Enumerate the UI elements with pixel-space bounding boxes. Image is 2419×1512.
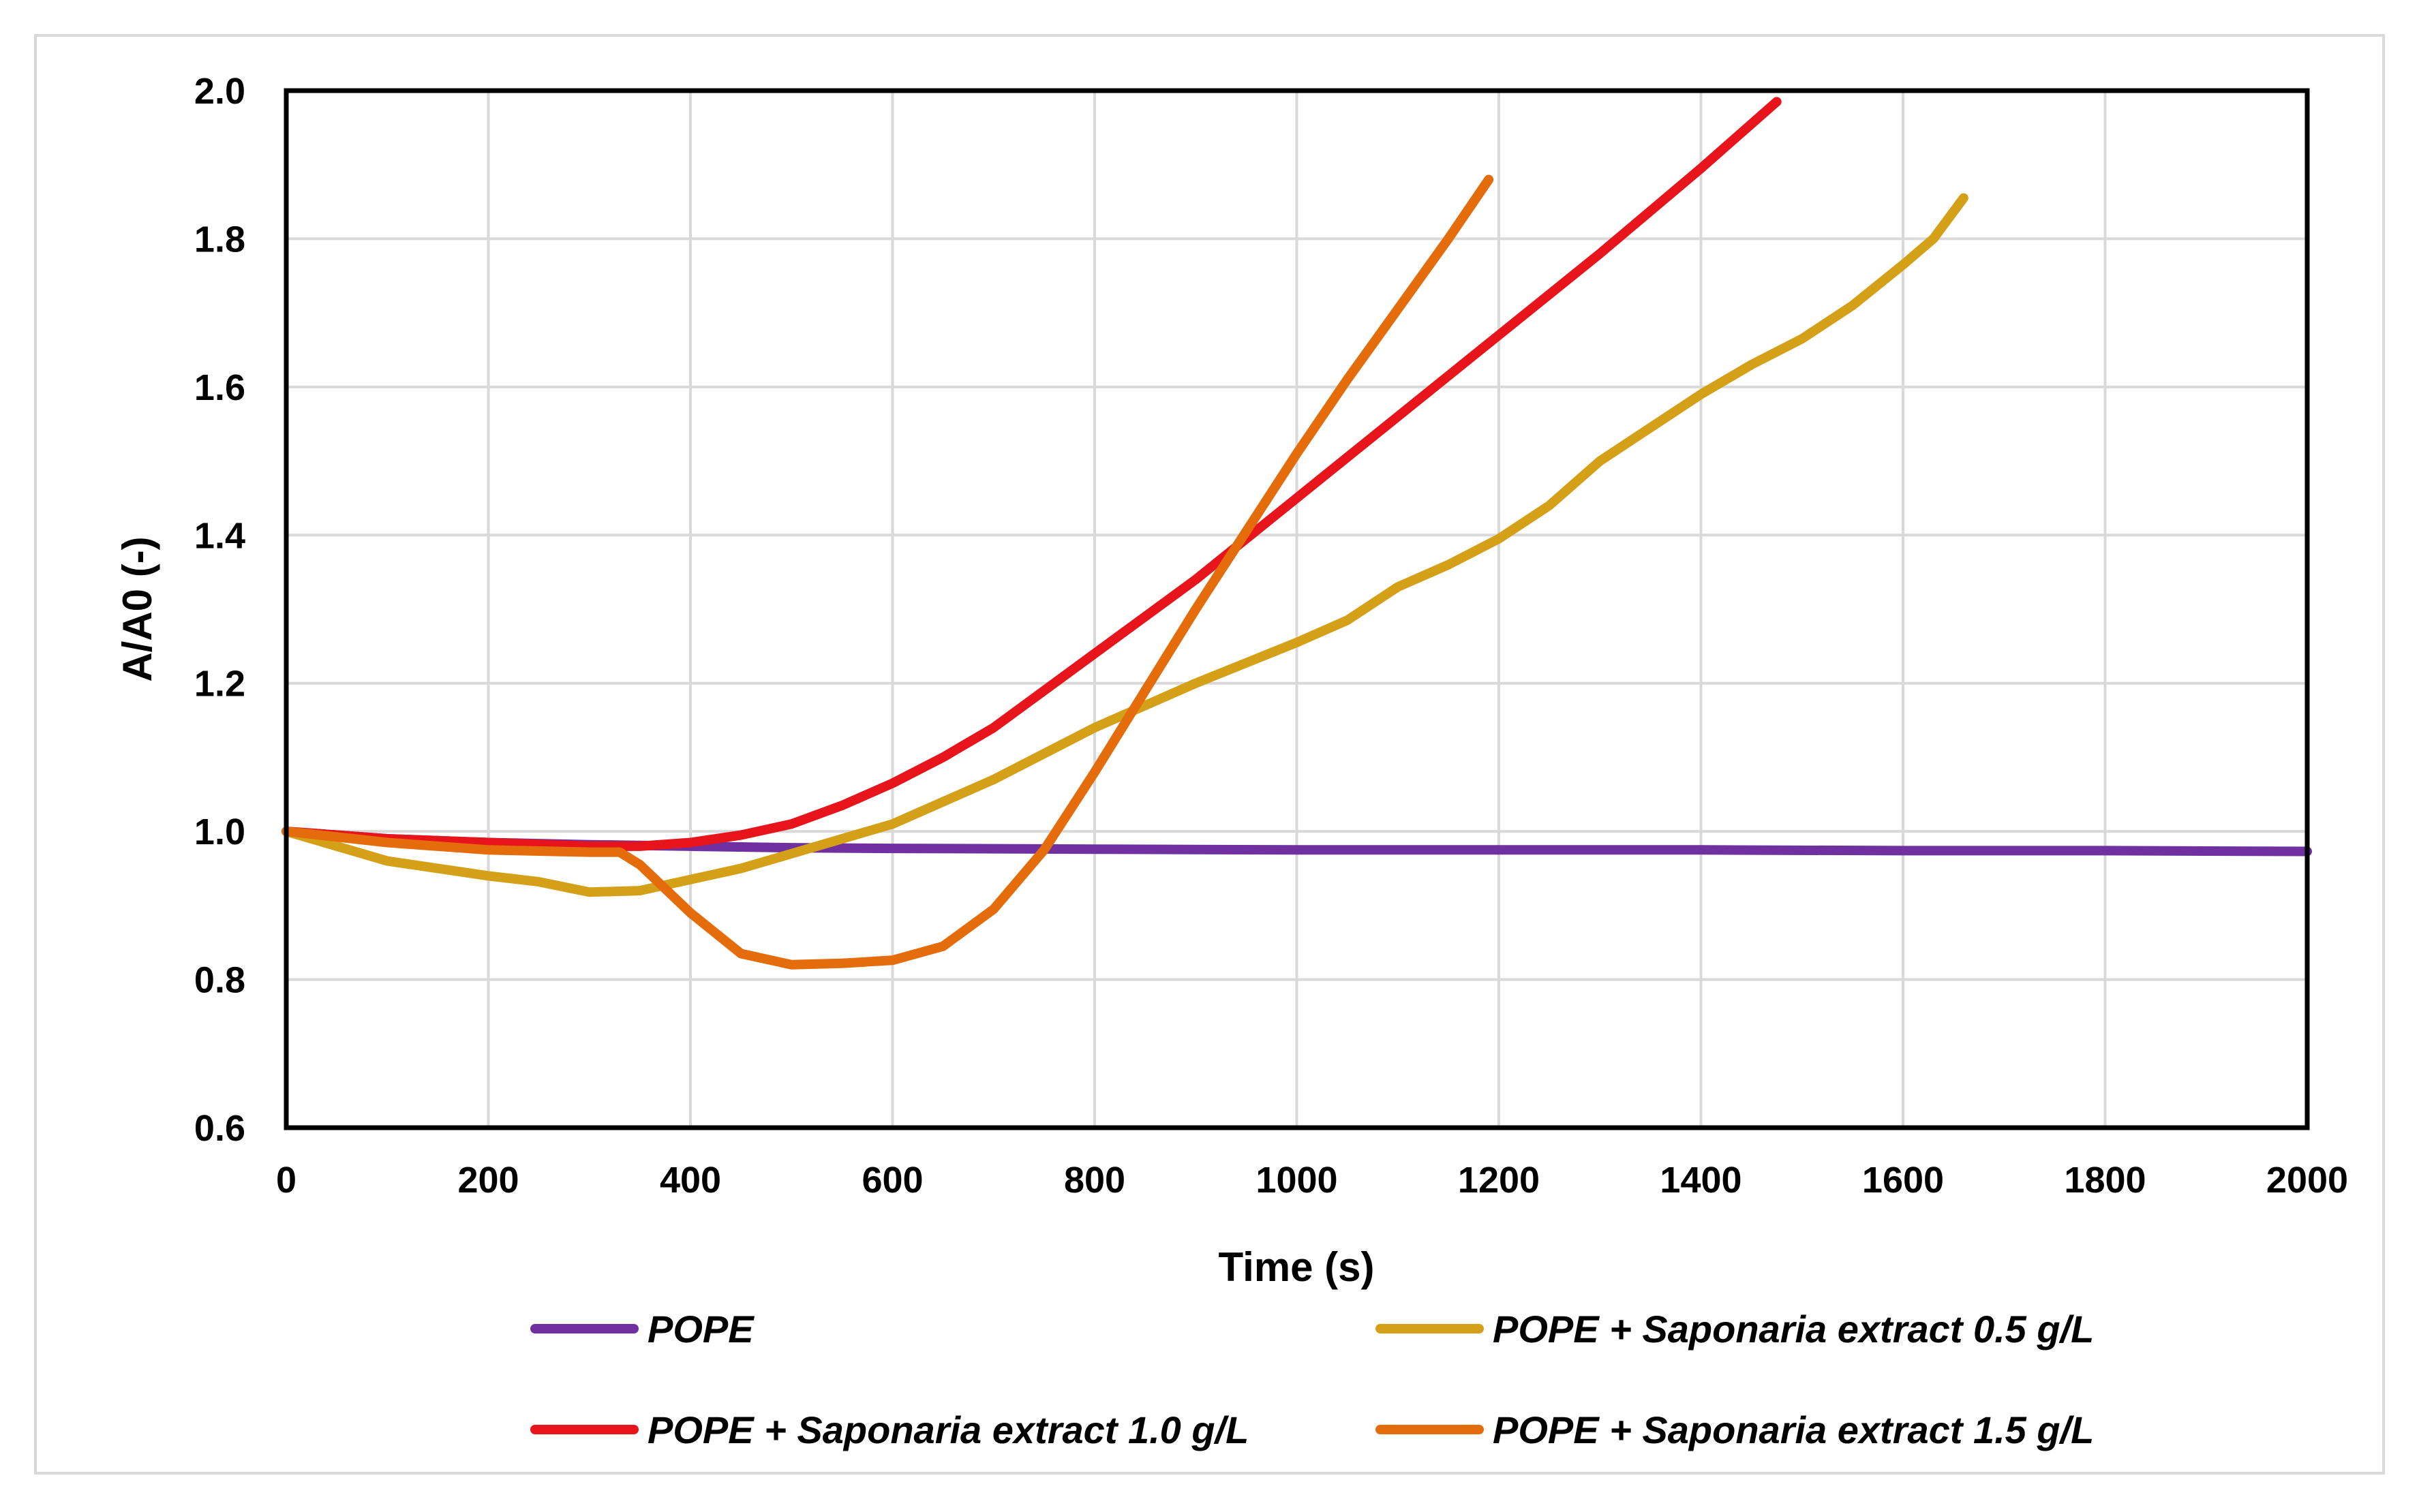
y-tick-label: 1.0 [194, 812, 245, 852]
plot-area-border [284, 88, 2310, 1130]
y-tick-label: 1.2 [194, 664, 245, 705]
legend: POPE POPE + Saponaria extract 0.5 g/L POPE… [530, 1308, 2094, 1451]
x-tick-label: 1800 [2064, 1160, 2146, 1201]
x-tick-label: 800 [1064, 1160, 1125, 1201]
legend-label-2: POPE + Saponaria extract 0.5 g/L [1493, 1308, 2094, 1351]
x-tick-label: 1000 [1256, 1160, 1337, 1201]
gridlines [286, 91, 2307, 1128]
x-tick-label: 1200 [1458, 1160, 1540, 1201]
series-line-3 [282, 97, 1782, 851]
series-line-4 [282, 174, 1494, 970]
legend-label-1: POPE [648, 1308, 755, 1351]
x-tick-label: 600 [862, 1160, 923, 1201]
y-tick-label: 0.6 [194, 1108, 245, 1149]
x-tick-label: 1400 [1660, 1160, 1741, 1201]
tick-labels: 0 200 400 600 800 1000 1200 1400 1600 1800 2000 0.6… [194, 71, 2348, 1201]
x-tick-label: 1600 [1862, 1160, 1944, 1201]
x-axis-label: Time (s) [1219, 1244, 1375, 1290]
y-axis-label: A/A0 (-) [115, 536, 160, 681]
y-tick-label: 1.8 [194, 219, 245, 260]
y-tick-label: 1.4 [194, 515, 245, 556]
y-tick-label: 1.6 [194, 367, 245, 408]
legend-label-4: POPE + Saponaria extract 1.5 g/L [1493, 1408, 2094, 1451]
x-tick-label: 2000 [2266, 1160, 2348, 1201]
series-lines [282, 97, 2312, 970]
y-tick-label: 0.8 [194, 960, 245, 1001]
series-line-2 [282, 193, 1968, 897]
x-tick-label: 400 [660, 1160, 721, 1201]
y-tick-label: 2.0 [194, 71, 245, 112]
outer-frame [34, 34, 2385, 1475]
x-tick-label: 0 [276, 1160, 296, 1201]
x-tick-label: 200 [457, 1160, 519, 1201]
legend-label-3: POPE + Saponaria extract 1.0 g/L [648, 1408, 1249, 1451]
